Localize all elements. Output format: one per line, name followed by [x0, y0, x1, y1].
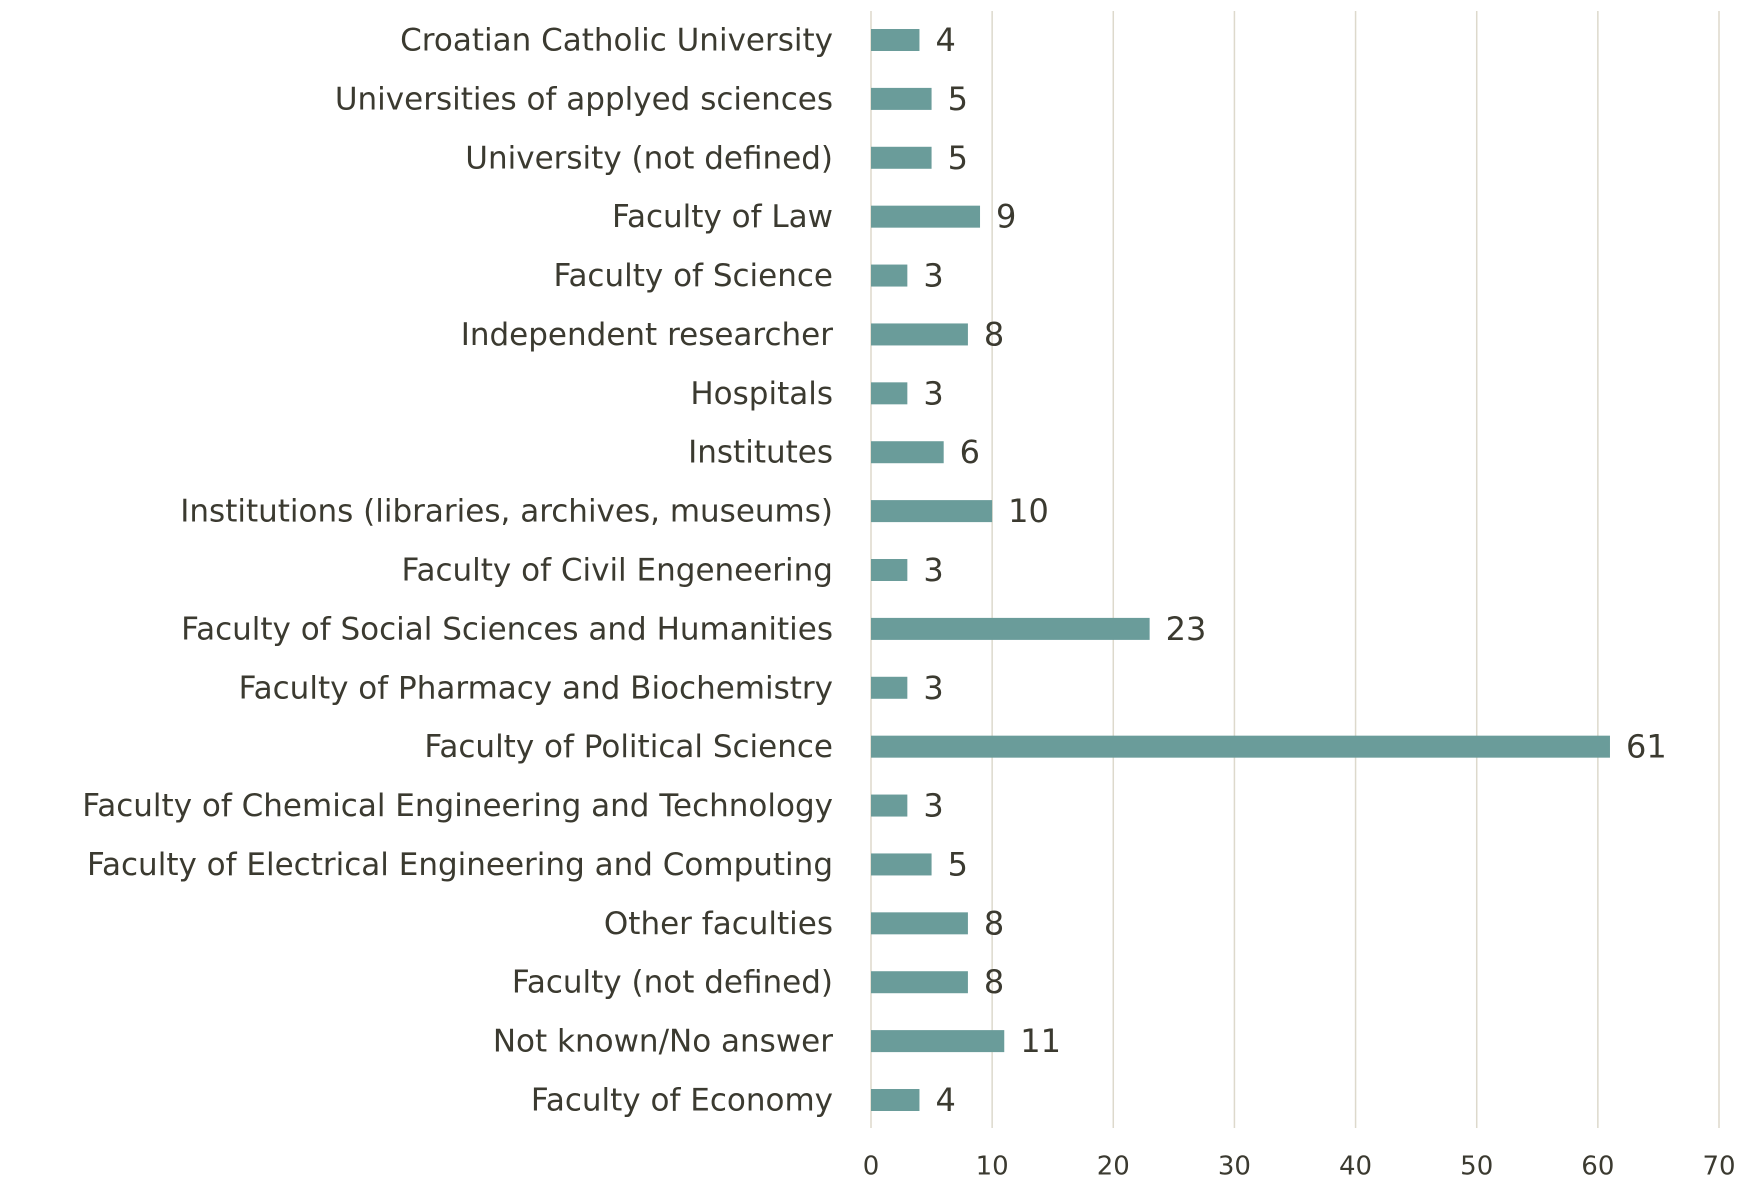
y-tick-label: University (not defined): [465, 140, 833, 176]
bar: [871, 912, 968, 935]
bar: [871, 1030, 1005, 1053]
bar: [871, 264, 908, 287]
y-tick-label: Other faculties: [604, 906, 833, 942]
y-tick-label: Independent researcher: [461, 317, 834, 353]
bar: [871, 323, 968, 346]
value-label: 8: [984, 315, 1004, 353]
value-label: 5: [948, 139, 968, 177]
x-tick-label: 0: [863, 1152, 880, 1179]
y-tick-label: Faculty of Science: [553, 258, 833, 294]
value-label: 3: [923, 257, 943, 295]
value-label: 3: [923, 669, 943, 707]
value-label: 3: [923, 787, 943, 825]
value-label: 61: [1626, 728, 1667, 766]
value-label: 8: [984, 904, 1004, 942]
bar: [871, 146, 932, 169]
value-label: 11: [1020, 1022, 1061, 1060]
value-label: 8: [984, 963, 1004, 1001]
y-tick-label: Faculty (not defined): [512, 965, 833, 1001]
x-tick-label: 40: [1339, 1152, 1372, 1179]
x-tick-label: 60: [1581, 1152, 1614, 1179]
y-tick-label: Not known/No answer: [493, 1024, 833, 1060]
bar: [871, 735, 1610, 758]
value-label: 10: [1008, 492, 1049, 530]
y-tick-label: Faculty of Civil Engeneering: [401, 553, 833, 589]
value-label: 9: [996, 198, 1016, 236]
bar: [871, 500, 993, 523]
bar: [871, 205, 981, 228]
bar: [871, 87, 932, 110]
value-label: 3: [923, 551, 943, 589]
bar: [871, 441, 944, 464]
bar: [871, 971, 968, 994]
x-tick-label: 10: [976, 1152, 1009, 1179]
y-tick-label: Faculty of Law: [612, 199, 833, 235]
x-tick-label: 30: [1218, 1152, 1251, 1179]
value-label: 4: [935, 21, 955, 59]
y-tick-label: Universities of applyed sciences: [335, 81, 833, 117]
y-tick-label: Institutions (libraries, archives, museu…: [180, 494, 833, 530]
x-tick-label: 70: [1702, 1152, 1735, 1179]
bar: [871, 617, 1150, 640]
x-tick-label: 50: [1460, 1152, 1493, 1179]
y-tick-label: Faculty of Pharmacy and Biochemistry: [239, 670, 833, 706]
bar: [871, 794, 908, 817]
y-tick-label: Faculty of Chemical Engineering and Tech…: [82, 788, 833, 824]
value-label: 23: [1166, 610, 1207, 648]
bar: [871, 29, 920, 51]
y-tick-label: Institutes: [688, 435, 833, 471]
value-label: 3: [923, 374, 943, 412]
bar: [871, 382, 908, 405]
y-tick-label: Faculty of Social Sciences and Humanitie…: [181, 611, 833, 647]
y-tick-label: Faculty of Political Science: [424, 729, 833, 765]
bar: [871, 853, 932, 876]
y-tick-label: Faculty of Electrical Engineering and Co…: [87, 847, 833, 883]
y-tick-label: Hospitals: [690, 376, 833, 412]
y-tick-label: Croatian Catholic University: [400, 23, 833, 59]
value-label: 6: [960, 433, 980, 471]
value-label: 5: [948, 845, 968, 883]
bar: [871, 676, 908, 699]
bar: [871, 559, 908, 581]
value-label: 5: [948, 80, 968, 118]
y-tick-label: Faculty of Economy: [531, 1083, 833, 1119]
value-label: 4: [935, 1081, 955, 1119]
x-tick-label: 20: [1097, 1152, 1130, 1179]
bar: [871, 1089, 920, 1111]
